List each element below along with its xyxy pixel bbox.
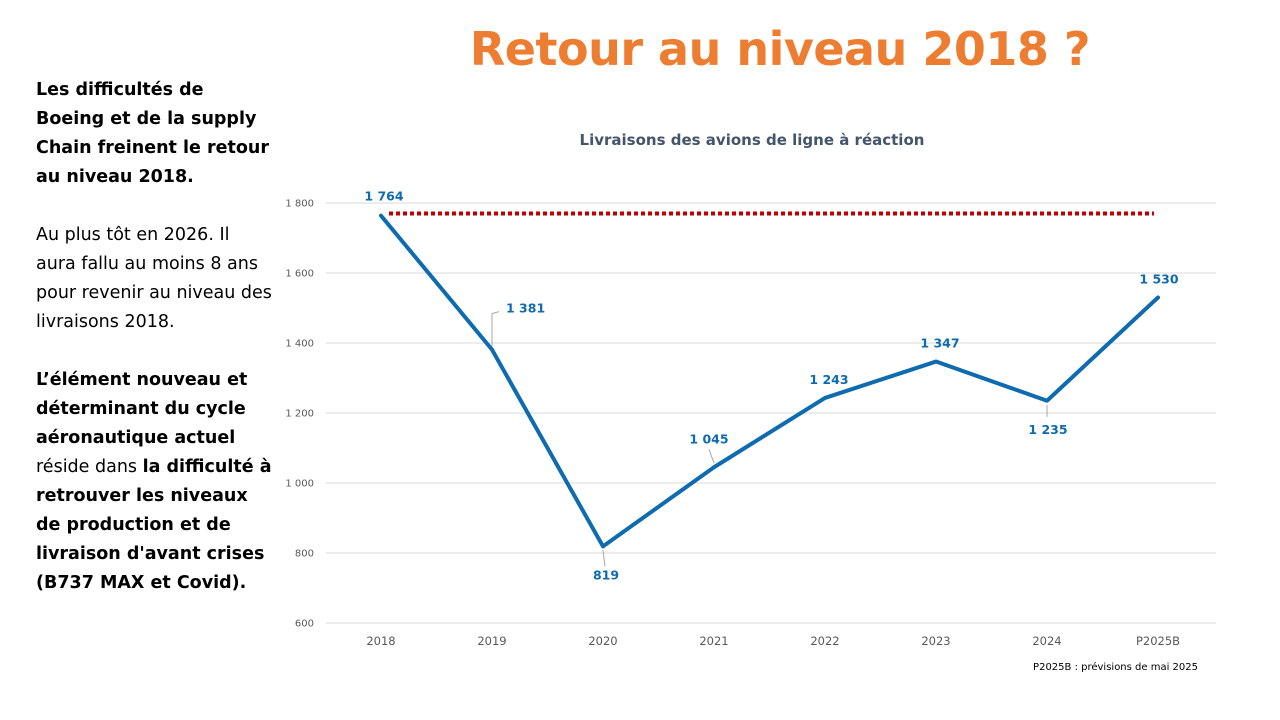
x-axis-ticks: 2018 2019 2020 2021 2022 2023 2024 P2025B (366, 634, 1180, 648)
x-tick-label-2023: 2023 (921, 634, 950, 648)
x-tick-label-2021: 2021 (699, 634, 728, 648)
slide-title: Retour au niveau 2018 ? (469, 22, 1091, 76)
gridlines (326, 202, 1216, 624)
y-tick-label-1000: 1 000 (285, 479, 314, 490)
x-tick-label-2018: 2018 (366, 634, 395, 648)
y-tick-label-1200: 1 200 (285, 409, 314, 420)
y-axis-ticks: 600 800 1 000 1 200 1 400 1 600 1 800 (285, 199, 314, 630)
commentary-p3-bold-1: L’élément nouveau et déterminant du cycl… (36, 370, 248, 448)
leader-line-2020 (602, 550, 606, 567)
commentary-paragraph-2: Au plus tôt en 2026. Il aura fallu au mo… (36, 221, 272, 337)
chart-title: Livraisons des avions de ligne à réactio… (580, 131, 925, 149)
commentary-p2-text: Au plus tôt en 2026. Il aura fallu au mo… (36, 225, 272, 332)
data-label-2019: 1 381 (506, 301, 545, 316)
x-tick-label-2024: 2024 (1032, 634, 1061, 648)
commentary-p3-bold-2: la difficulté à retrouver les niveaux de… (36, 457, 272, 593)
data-label-2020: 819 (593, 567, 619, 582)
commentary-text: Les difficultés de Boeing et de la suppl… (36, 76, 272, 627)
commentary-paragraph-3: L’élément nouveau et déterminant du cycl… (36, 366, 272, 598)
y-tick-label-1800: 1 800 (285, 199, 314, 210)
y-tick-label-1400: 1 400 (285, 339, 314, 350)
data-label-2022: 1 243 (809, 372, 848, 387)
y-tick-label-800: 800 (295, 549, 314, 560)
y-tick-label-1600: 1 600 (285, 269, 314, 280)
series-line-deliveries (379, 213, 1160, 549)
data-label-2023: 1 347 (920, 336, 959, 351)
commentary-p1-text: Les difficultés de Boeing et de la suppl… (36, 80, 269, 187)
data-label-2018: 1 764 (364, 189, 403, 204)
y-tick-label-600: 600 (295, 619, 314, 630)
data-labels: 1 764 1 381 819 1 045 1 243 1 347 1 235 1 530 (364, 189, 1178, 583)
commentary-p3-regular: réside dans (36, 457, 143, 477)
data-label-2021: 1 045 (689, 431, 728, 446)
leader-line-2019 (491, 311, 500, 347)
leader-line-2021 (708, 449, 715, 464)
leader-lines (491, 311, 1048, 567)
commentary-paragraph-1: Les difficultés de Boeing et de la suppl… (36, 76, 272, 192)
data-label-2024: 1 235 (1028, 422, 1067, 437)
forecast-note: P2025B : prévisions de mai 2025 (1033, 661, 1198, 673)
x-tick-label-p2025b: P2025B (1136, 634, 1180, 648)
x-tick-label-2020: 2020 (588, 634, 617, 648)
x-tick-label-2019: 2019 (477, 634, 506, 648)
series-layer (379, 213, 1160, 549)
x-tick-label-2022: 2022 (810, 634, 839, 648)
data-label-p2025b: 1 530 (1139, 272, 1178, 287)
